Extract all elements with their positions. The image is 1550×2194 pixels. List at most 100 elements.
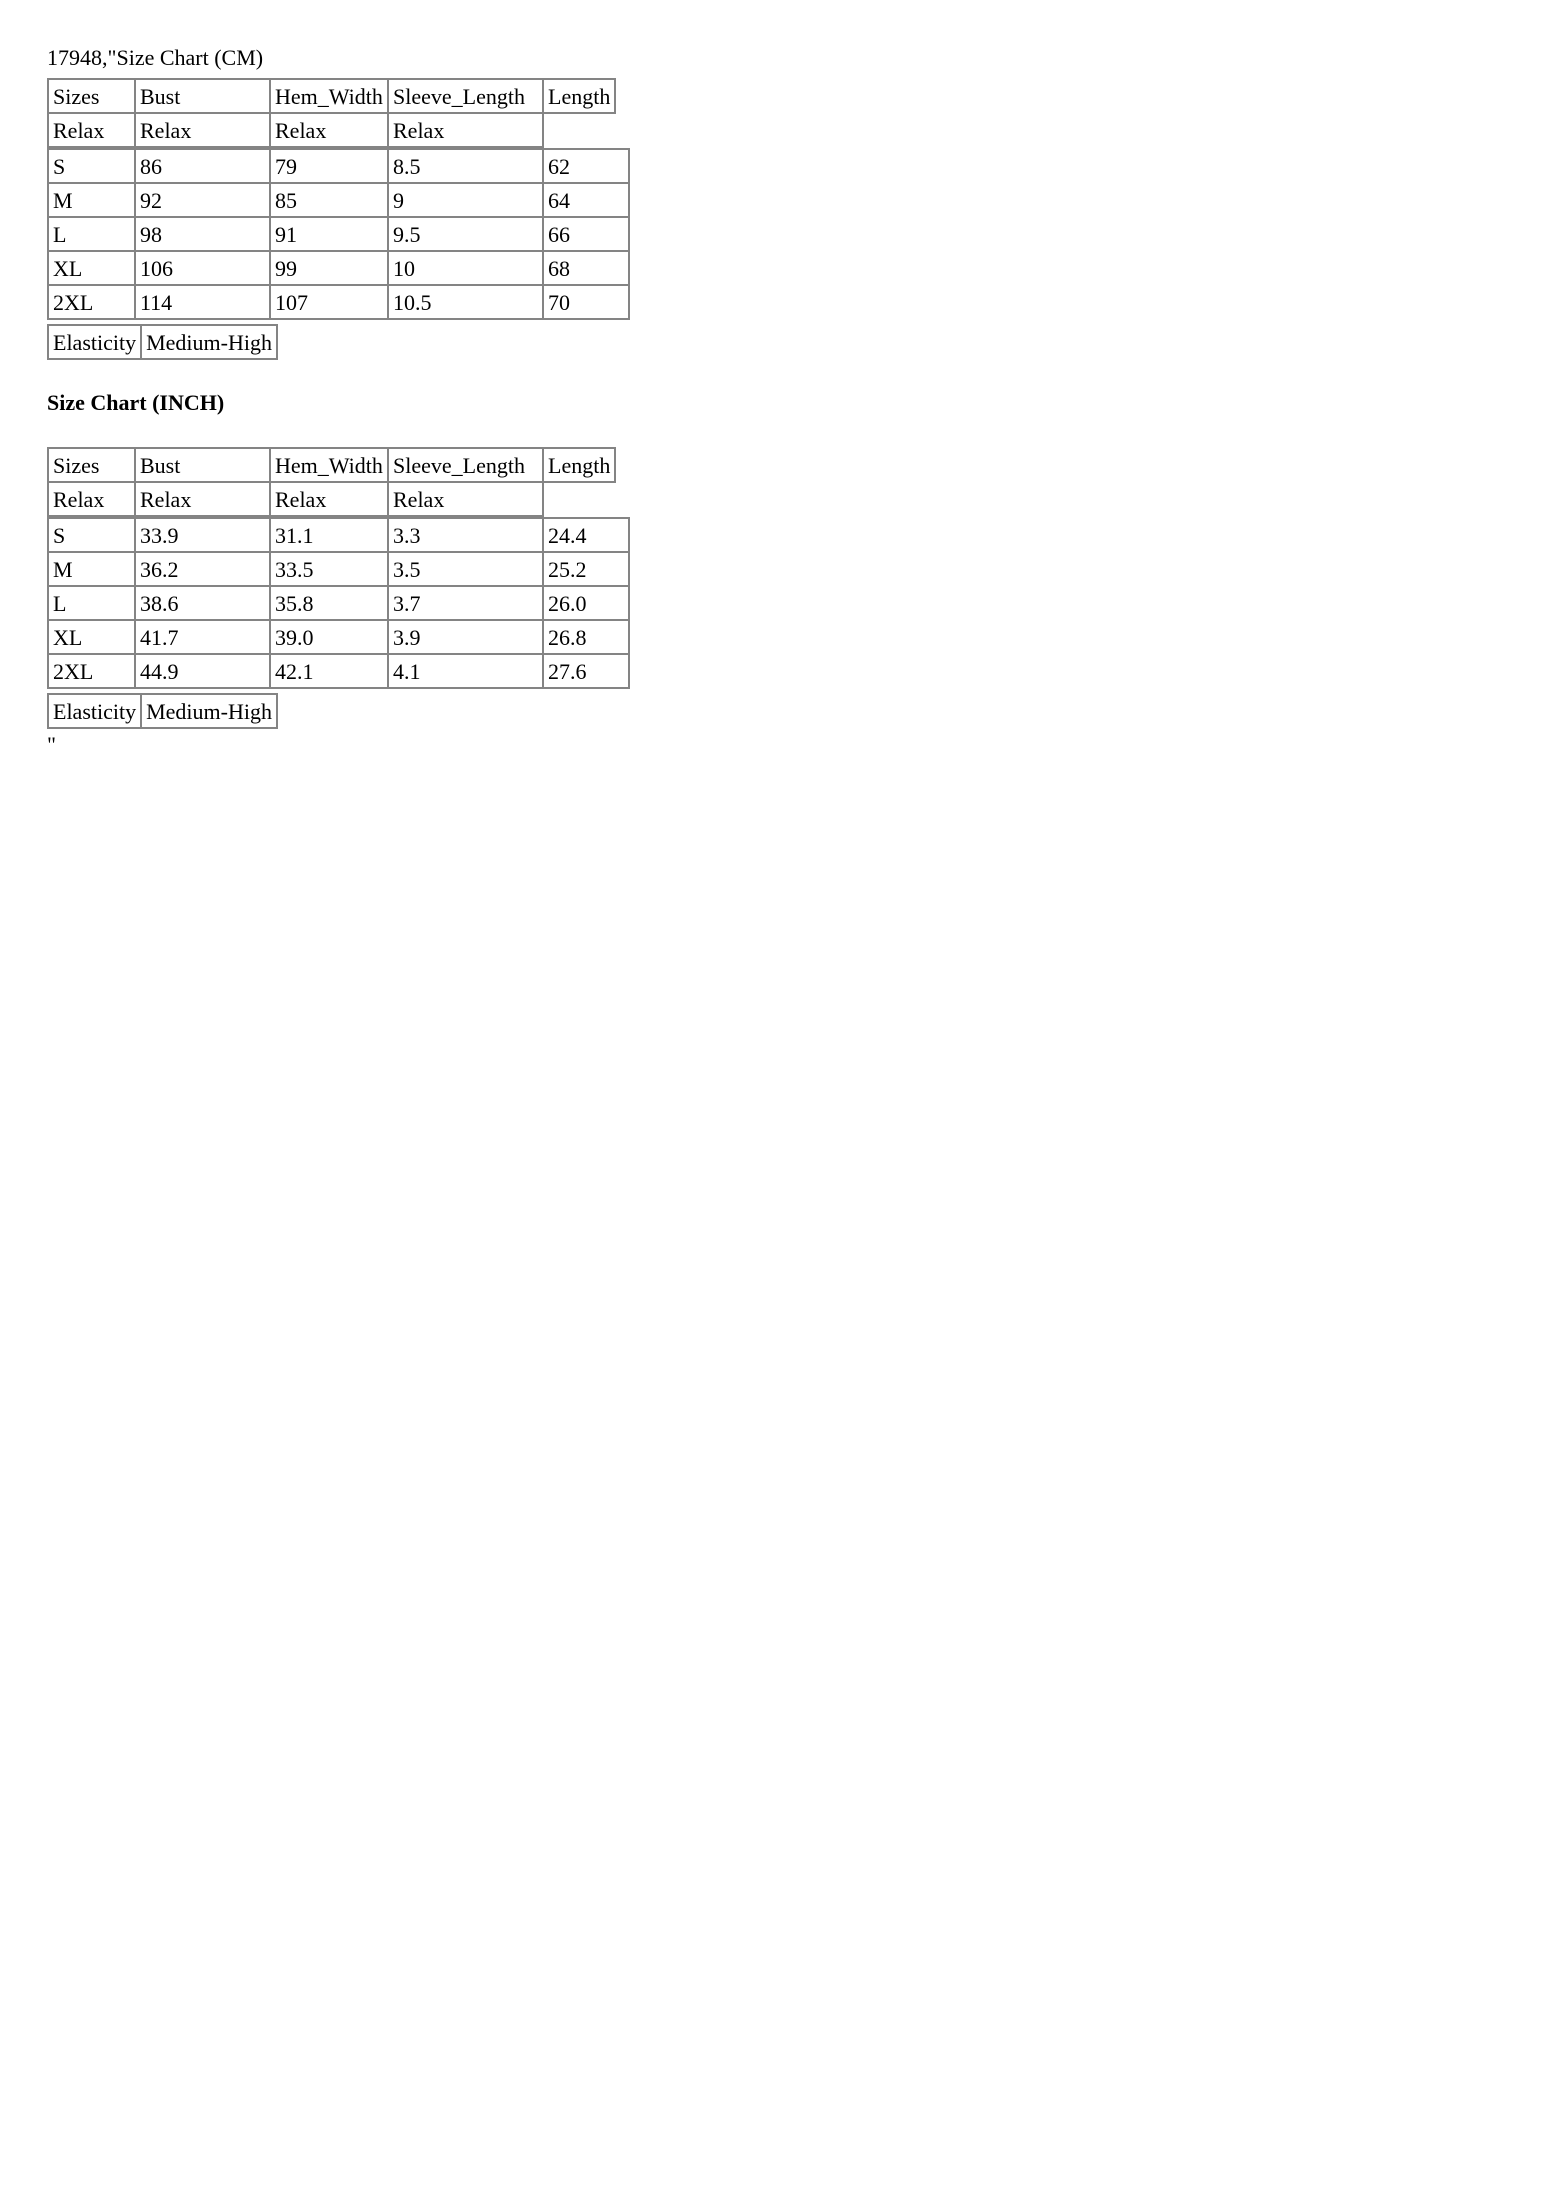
elasticity-value-cell: Medium-High [140,324,278,360]
value-cell: 26.8 [542,619,630,655]
relax-cell: Relax [387,481,544,517]
value-cell: 9.5 [387,216,544,252]
size-chart-cm-elasticity-table: Elasticity Medium-High [46,324,278,360]
value-cell: 114 [134,284,271,320]
elasticity-value-cell: Medium-High [140,693,278,729]
value-cell: 68 [542,250,630,286]
table-row: S 33.9 31.1 3.3 24.4 [47,517,630,553]
size-chart-cm-section: Sizes Bust Hem_Width Sleeve_Length Lengt… [46,78,1510,360]
value-cell: 92 [134,182,271,218]
value-cell: 3.7 [387,585,544,621]
header-cell-bust: Bust [134,78,271,114]
value-cell: 24.4 [542,517,630,553]
value-cell: 36.2 [134,551,271,587]
value-cell: 9 [387,182,544,218]
value-cell: 33.5 [269,551,389,587]
value-cell: 3.9 [387,619,544,655]
table-row: Elasticity Medium-High [46,693,278,729]
table-row: 2XL 114 107 10.5 70 [47,284,630,320]
relax-cell: Relax [269,481,389,517]
header-cell-length: Length [541,447,617,483]
relax-cell: Relax [47,112,136,148]
table-row: Relax Relax Relax Relax [47,112,615,148]
table-row: Sizes Bust Hem_Width Sleeve_Length Lengt… [47,78,617,114]
value-cell: 38.6 [134,585,271,621]
value-cell: 98 [134,216,271,252]
header-cell-sleeve-length: Sleeve_Length [387,447,544,483]
table-row: 2XL 44.9 42.1 4.1 27.6 [47,653,630,689]
table-row: XL 106 99 10 68 [47,250,630,286]
value-cell: 25.2 [542,551,630,587]
value-cell: 3.3 [387,517,544,553]
value-cell: 41.7 [134,619,271,655]
table-row: Sizes Bust Hem_Width Sleeve_Length Lengt… [47,447,617,483]
table-row: L 98 91 9.5 66 [47,216,630,252]
size-cell: M [47,182,136,218]
header-cell-hem-width: Hem_Width [269,78,389,114]
value-cell: 99 [269,250,389,286]
value-cell: 79 [269,148,389,184]
table-row: L 38.6 35.8 3.7 26.0 [47,585,630,621]
size-chart-inch-header-table: Sizes Bust Hem_Width Sleeve_Length Lengt… [47,447,617,517]
size-cell: M [47,551,136,587]
value-cell: 64 [542,182,630,218]
inch-heading: Size Chart (INCH) [47,390,225,415]
value-cell: 42.1 [269,653,389,689]
table-row: Relax Relax Relax Relax [47,481,615,517]
table-row: M 36.2 33.5 3.5 25.2 [47,551,630,587]
value-cell: 26.0 [542,585,630,621]
table-row: XL 41.7 39.0 3.9 26.8 [47,619,630,655]
table-row: Elasticity Medium-High [46,324,278,360]
value-cell: 33.9 [134,517,271,553]
elasticity-label-cell: Elasticity [46,324,143,360]
relax-cell: Relax [134,112,271,148]
size-chart-cm-data-table: S 86 79 8.5 62 M 92 85 9 64 L 98 91 9.5 … [47,148,630,320]
value-cell: 85 [269,182,389,218]
csv-closing-quote: " [47,732,56,757]
size-cell: S [47,517,136,553]
size-chart-cm-header-table: Sizes Bust Hem_Width Sleeve_Length Lengt… [47,78,617,148]
value-cell: 107 [269,284,389,320]
value-cell: 70 [542,284,630,320]
relax-cell: Relax [387,112,544,148]
value-cell: 62 [542,148,630,184]
header-cell-sizes: Sizes [47,78,136,114]
size-chart-inch-elasticity-table: Elasticity Medium-High [46,693,278,729]
size-chart-inch-section: Sizes Bust Hem_Width Sleeve_Length Lengt… [46,447,1510,729]
size-cell: S [47,148,136,184]
value-cell: 35.8 [269,585,389,621]
size-chart-inch-data-table: S 33.9 31.1 3.3 24.4 M 36.2 33.5 3.5 25.… [47,517,630,689]
value-cell: 86 [134,148,271,184]
value-cell: 10 [387,250,544,286]
value-cell: 10.5 [387,284,544,320]
size-cell: L [47,216,136,252]
value-cell: 8.5 [387,148,544,184]
table-row: S 86 79 8.5 62 [47,148,630,184]
size-cell: XL [47,619,136,655]
relax-cell: Relax [47,481,136,517]
header-cell-hem-width: Hem_Width [269,447,389,483]
elasticity-label-cell: Elasticity [46,693,143,729]
value-cell: 106 [134,250,271,286]
size-cell: XL [47,250,136,286]
header-cell-sleeve-length: Sleeve_Length [387,78,544,114]
value-cell: 4.1 [387,653,544,689]
value-cell: 39.0 [269,619,389,655]
table-row: M 92 85 9 64 [47,182,630,218]
relax-cell: Relax [269,112,389,148]
value-cell: 91 [269,216,389,252]
value-cell: 3.5 [387,551,544,587]
relax-cell: Relax [134,481,271,517]
value-cell: 27.6 [542,653,630,689]
value-cell: 66 [542,216,630,252]
size-cell: L [47,585,136,621]
header-cell-length: Length [541,78,617,114]
value-cell: 31.1 [269,517,389,553]
size-cell: 2XL [47,284,136,320]
header-cell-bust: Bust [134,447,271,483]
value-cell: 44.9 [134,653,271,689]
size-cell: 2XL [47,653,136,689]
header-cell-sizes: Sizes [47,447,136,483]
csv-title-line: 17948,"Size Chart (CM) [47,45,264,70]
